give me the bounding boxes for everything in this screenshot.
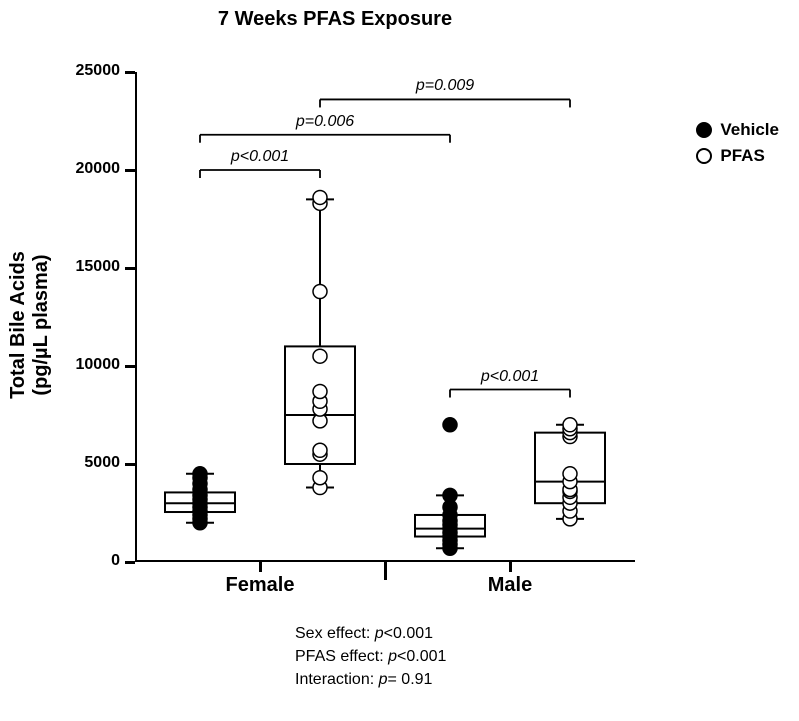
point-male-pfas <box>563 467 577 481</box>
point-male-vehicle <box>443 418 457 432</box>
footer-prefix: PFAS effect: <box>295 648 388 665</box>
pval-label-fv-mv: p=0.006 <box>296 113 354 131</box>
footer-stats: Sex effect: p<0.001PFAS effect: p<0.001I… <box>295 622 446 691</box>
point-female-vehicle <box>193 467 207 481</box>
x-tick <box>509 562 512 572</box>
footer-pval: p= 0.91 <box>379 671 433 688</box>
y-tick-label: 10000 <box>60 356 120 374</box>
footer-prefix: Interaction: <box>295 671 379 688</box>
point-female-pfas <box>313 471 327 485</box>
chart-container: 7 Weeks PFAS Exposure Total Bile Acids(p… <box>0 0 799 721</box>
point-female-pfas <box>313 349 327 363</box>
footer-line: PFAS effect: p<0.001 <box>295 645 446 668</box>
legend: Vehicle PFAS <box>696 120 779 172</box>
footer-pval: p<0.001 <box>388 648 446 665</box>
legend-marker-icon <box>696 122 712 138</box>
category-label-female: Female <box>226 574 295 597</box>
legend-item-vehicle: Vehicle <box>696 120 779 140</box>
y-tick <box>125 169 135 172</box>
y-tick-label: 5000 <box>60 454 120 472</box>
point-male-pfas <box>563 418 577 432</box>
point-female-pfas <box>313 443 327 457</box>
y-tick <box>125 365 135 368</box>
legend-marker-icon <box>696 148 712 164</box>
category-divider <box>384 562 387 580</box>
point-female-pfas <box>313 190 327 204</box>
y-tick <box>125 561 135 564</box>
y-tick-label: 15000 <box>60 258 120 276</box>
legend-label: Vehicle <box>720 120 779 140</box>
footer-line: Interaction: p= 0.91 <box>295 668 446 691</box>
point-female-pfas <box>313 384 327 398</box>
point-female-pfas <box>313 285 327 299</box>
legend-label: PFAS <box>720 146 764 166</box>
y-tick-label: 20000 <box>60 160 120 178</box>
x-tick <box>259 562 262 572</box>
y-tick-label: 0 <box>60 552 120 570</box>
y-tick-label: 25000 <box>60 62 120 80</box>
footer-line: Sex effect: p<0.001 <box>295 622 446 645</box>
y-tick <box>125 463 135 466</box>
point-male-vehicle <box>443 488 457 502</box>
y-tick <box>125 71 135 74</box>
pval-label-fv-fp: p<0.001 <box>231 148 289 166</box>
pval-label-mv-mp: p<0.001 <box>481 368 539 386</box>
footer-pval: p<0.001 <box>375 625 433 642</box>
y-tick <box>125 267 135 270</box>
legend-item-pfas: PFAS <box>696 146 779 166</box>
pval-label-fp-mp: p=0.009 <box>416 77 474 95</box>
category-label-male: Male <box>488 574 532 597</box>
footer-prefix: Sex effect: <box>295 625 375 642</box>
